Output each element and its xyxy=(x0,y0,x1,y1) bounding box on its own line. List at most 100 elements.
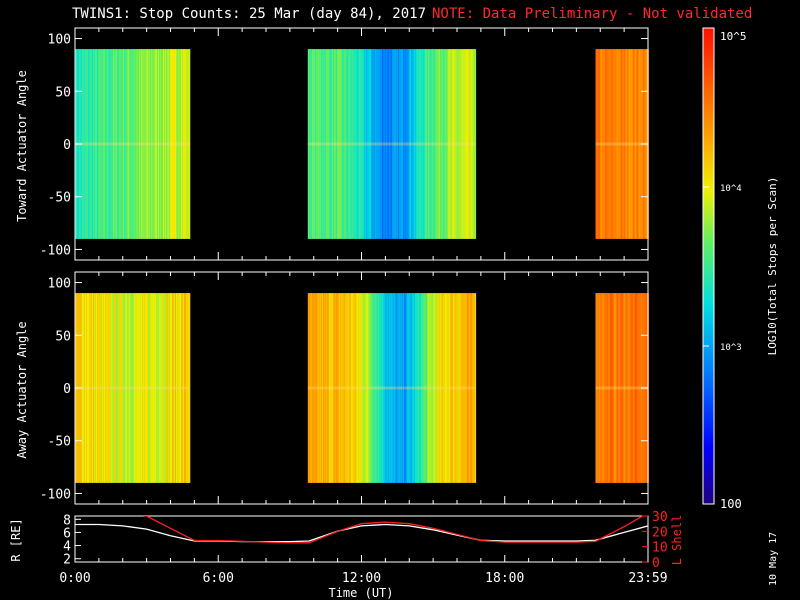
heatmap-column xyxy=(384,49,387,239)
heatmap-column xyxy=(186,49,188,239)
heatmap-column xyxy=(319,49,322,239)
heatmap-column xyxy=(122,49,124,239)
heatmap-column xyxy=(380,49,383,239)
heatmap-column xyxy=(134,293,136,483)
heatmap-column xyxy=(444,293,447,483)
heatmap-column xyxy=(596,293,598,483)
heatmap-column xyxy=(152,49,154,239)
heatmap-column xyxy=(126,49,128,239)
heatmap-column xyxy=(404,49,407,239)
heatmap-column xyxy=(186,293,188,483)
heatmap-column xyxy=(452,49,455,239)
heatmap-column xyxy=(402,49,405,239)
heatmap-column xyxy=(371,293,374,483)
heatmap-column xyxy=(634,49,636,239)
heatmap-column xyxy=(441,49,444,239)
heatmap-column xyxy=(311,49,314,239)
orbit-lines xyxy=(75,516,648,544)
heatmap-column xyxy=(178,49,180,239)
heatmap-column xyxy=(98,49,100,239)
heatmap-column xyxy=(609,49,611,239)
heatmap-column xyxy=(133,49,135,239)
heatmap-column xyxy=(120,293,122,483)
heatmap-column xyxy=(161,49,163,239)
heatmap-column xyxy=(91,293,93,483)
heatmap-column xyxy=(444,49,447,239)
heatmap-column xyxy=(410,293,413,483)
lshell-tick-label: 30 xyxy=(652,510,668,525)
heatmap-column xyxy=(443,49,446,239)
time-tick-label: 23:59 xyxy=(628,571,667,586)
heatmap-column xyxy=(397,293,400,483)
heatmap-column xyxy=(308,49,311,239)
heatmap-column xyxy=(629,49,631,239)
heatmap-column xyxy=(316,49,319,239)
heatmap-column xyxy=(421,49,424,239)
heatmap-column xyxy=(108,49,110,239)
heatmap-column xyxy=(362,49,365,239)
heatmap-column xyxy=(374,49,377,239)
heatmap-column xyxy=(326,49,329,239)
heatmap-column xyxy=(600,49,602,239)
heatmap-column xyxy=(133,293,135,483)
heatmap-column xyxy=(417,49,420,239)
heatmap-column xyxy=(351,293,354,483)
heatmap-column xyxy=(435,293,438,483)
heatmap-column xyxy=(433,49,436,239)
heatmap-column xyxy=(346,293,349,483)
heatmap-column xyxy=(332,49,335,239)
heatmap-column xyxy=(471,293,474,483)
heatmap-column xyxy=(448,49,451,239)
heatmap-column xyxy=(320,49,323,239)
heatmap-column xyxy=(142,293,144,483)
y-tick-label: 0 xyxy=(63,382,71,397)
heatmap-column xyxy=(443,293,446,483)
heatmap-column xyxy=(154,293,156,483)
heatmap-column xyxy=(401,49,404,239)
heatmap-column xyxy=(318,293,321,483)
heatmap-column xyxy=(314,293,317,483)
heatmap-column xyxy=(364,49,367,239)
heatmap-column xyxy=(467,49,470,239)
lshell-tick-label: 20 xyxy=(652,525,668,540)
heatmap-column xyxy=(429,293,432,483)
heatmap-column xyxy=(158,293,160,483)
heatmap-column xyxy=(462,293,465,483)
heatmap-column xyxy=(446,49,449,239)
chart-title: TWINS1: Stop Counts: 25 Mar (day 84), 20… xyxy=(72,6,427,22)
heatmap-column xyxy=(356,293,359,483)
heatmap-column xyxy=(428,293,431,483)
heatmap-column xyxy=(630,49,632,239)
heatmap-column xyxy=(608,49,610,239)
heatmap-column xyxy=(630,293,632,483)
heatmap-column xyxy=(93,293,95,483)
heatmap-column xyxy=(318,49,321,239)
heatmap-column xyxy=(132,49,134,239)
heatmap-column xyxy=(468,293,471,483)
heatmap-column xyxy=(333,49,336,239)
heatmap-column xyxy=(166,293,168,483)
heatmap-column xyxy=(463,293,466,483)
heatmap-column xyxy=(413,49,416,239)
heatmap-column xyxy=(412,49,415,239)
heatmap-column xyxy=(608,293,610,483)
heatmap-column xyxy=(619,49,621,239)
heatmap-column xyxy=(130,293,132,483)
heatmap-column xyxy=(358,49,361,239)
heatmap-column xyxy=(111,49,113,239)
heatmap-column xyxy=(313,293,316,483)
heatmap-column xyxy=(387,293,390,483)
preliminary-note: NOTE: Data Preliminary - Not validated xyxy=(432,6,753,22)
heatmap-column xyxy=(635,49,637,239)
heatmap-column xyxy=(616,49,618,239)
heatmap-column xyxy=(137,293,139,483)
heatmap-column xyxy=(163,49,165,239)
heatmap-column xyxy=(392,293,395,483)
heatmap-column xyxy=(141,49,143,239)
heatmap-column xyxy=(405,49,408,239)
heatmap-column xyxy=(108,293,110,483)
heatmap-column xyxy=(315,49,318,239)
heatmap-column xyxy=(466,49,469,239)
heatmap-column xyxy=(393,49,396,239)
heatmap-column xyxy=(635,293,637,483)
